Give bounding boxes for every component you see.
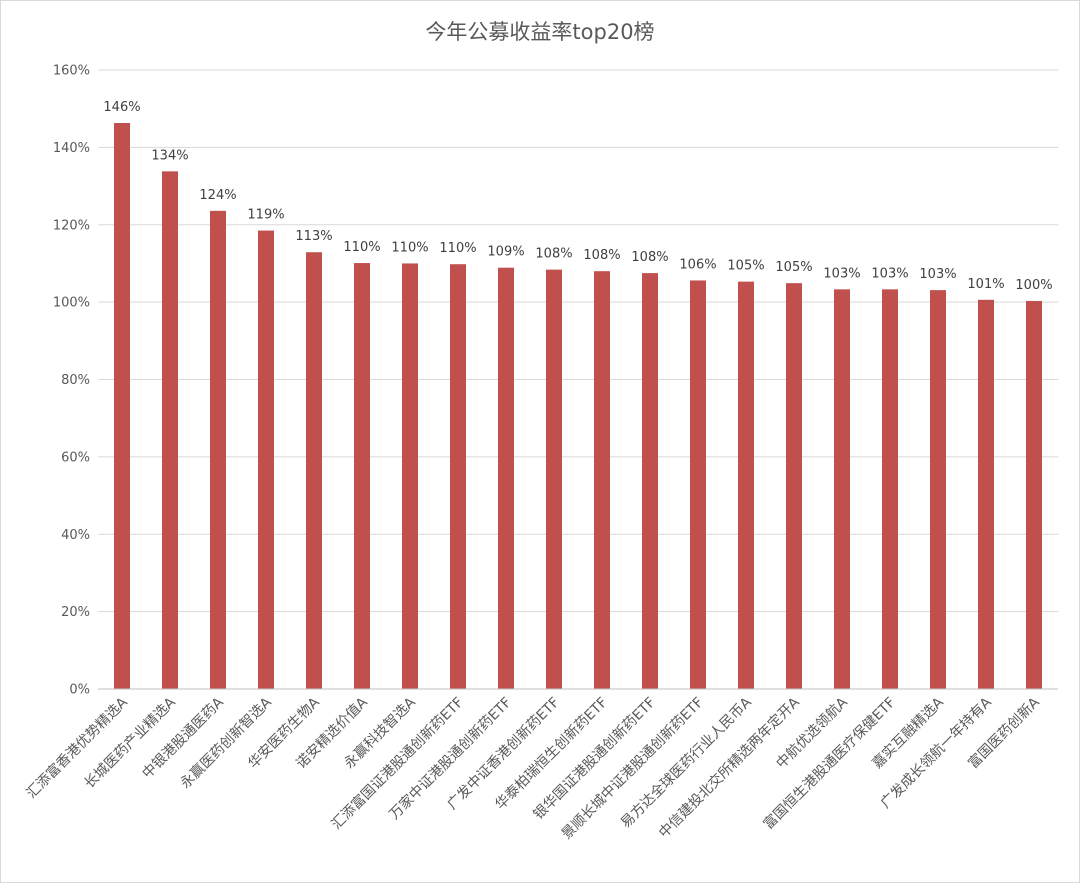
y-tick-label: 40% bbox=[61, 528, 90, 543]
data-label: 113% bbox=[295, 229, 332, 244]
y-tick-label: 20% bbox=[61, 605, 90, 620]
data-label: 103% bbox=[823, 266, 860, 281]
data-label: 105% bbox=[727, 259, 764, 274]
data-label: 106% bbox=[679, 257, 716, 272]
data-label: 110% bbox=[343, 240, 380, 255]
bar bbox=[162, 171, 178, 689]
bar bbox=[546, 269, 562, 689]
bars bbox=[114, 123, 1042, 689]
data-label: 146% bbox=[103, 100, 140, 115]
y-tick-label: 100% bbox=[53, 296, 90, 311]
data-label: 124% bbox=[199, 188, 236, 203]
data-labels: 146% 134% 124% 119% 113% 110% 110% 110% 109% 108%… bbox=[103, 100, 1052, 293]
x-axis-category-labels: 汇添富香港优势精选A长城医药产业精选A中银港股通医药A永赢医药创新智选A华安医药… bbox=[23, 694, 1043, 843]
data-label: 105% bbox=[775, 260, 812, 275]
bar bbox=[402, 263, 418, 689]
bar bbox=[834, 289, 850, 689]
data-label: 108% bbox=[631, 250, 668, 265]
chart-title: 今年公募收益率top20榜 bbox=[425, 20, 654, 44]
data-label: 101% bbox=[967, 277, 1004, 292]
data-label: 134% bbox=[151, 148, 188, 163]
gridlines bbox=[98, 69, 1058, 613]
category-label: 中银港股通医药A bbox=[139, 694, 227, 782]
bar bbox=[930, 290, 946, 689]
y-tick-label: 0% bbox=[69, 683, 90, 698]
data-label: 110% bbox=[391, 240, 428, 255]
bar bbox=[306, 252, 322, 689]
bar bbox=[882, 289, 898, 689]
data-label: 103% bbox=[871, 266, 908, 281]
bar bbox=[738, 281, 754, 689]
data-label: 119% bbox=[247, 208, 284, 223]
data-label: 108% bbox=[535, 247, 572, 262]
y-tick-label: 140% bbox=[53, 141, 90, 156]
data-label: 100% bbox=[1015, 278, 1052, 293]
bar bbox=[786, 283, 802, 689]
data-label: 108% bbox=[583, 248, 620, 263]
bar bbox=[690, 280, 706, 689]
data-label: 103% bbox=[919, 267, 956, 282]
bar bbox=[258, 230, 274, 689]
bar bbox=[642, 273, 658, 689]
bar bbox=[1026, 300, 1042, 689]
bar bbox=[978, 299, 994, 689]
category-label: 长城医药产业精选A bbox=[82, 694, 180, 792]
bar bbox=[498, 267, 514, 689]
y-tick-label: 60% bbox=[61, 450, 90, 465]
data-label: 110% bbox=[439, 241, 476, 256]
y-tick-label: 120% bbox=[53, 218, 90, 233]
bar bbox=[594, 271, 610, 689]
y-axis-tick-labels: 0% 20% 40% 60% 80% 100% 120% 140% 160% bbox=[53, 64, 90, 698]
bar bbox=[354, 263, 370, 689]
bar bbox=[450, 264, 466, 689]
y-tick-label: 80% bbox=[61, 373, 90, 388]
y-tick-label: 160% bbox=[53, 64, 90, 79]
category-label: 永赢医药创新智选A bbox=[177, 694, 275, 792]
bar bbox=[210, 210, 226, 689]
data-label: 109% bbox=[487, 245, 524, 260]
bar bbox=[114, 123, 130, 689]
